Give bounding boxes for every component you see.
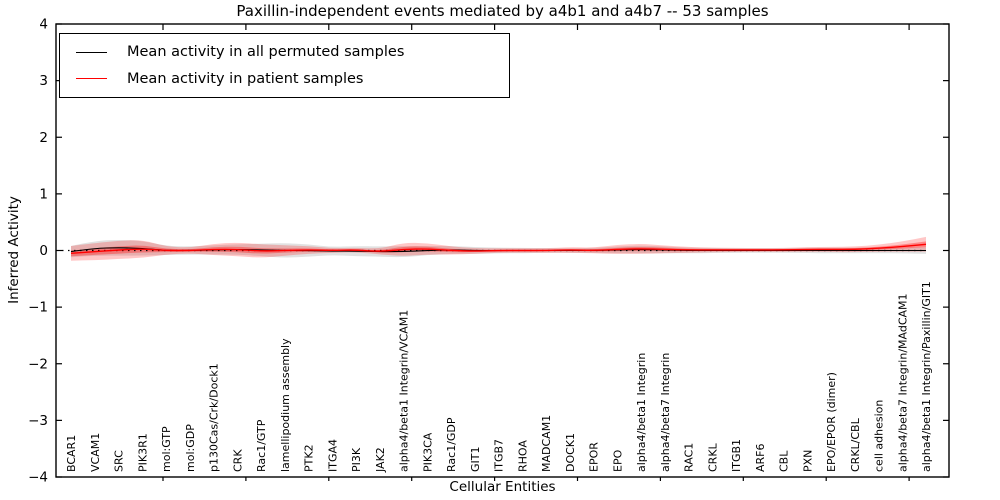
x-tick-label: CBL — [778, 450, 791, 472]
x-tick-label: ITGA4 — [326, 439, 339, 472]
y-tick-label: 1 — [39, 186, 48, 202]
x-tick-label: PTK2 — [303, 444, 316, 472]
x-tick-label: ITGB1 — [730, 439, 743, 472]
patient-std-band-inner — [71, 241, 926, 257]
x-tick-label: PXN — [801, 450, 814, 472]
y-tick-label: −1 — [28, 300, 48, 316]
x-tick-label: EPOR — [588, 442, 601, 472]
x-tick-label: alpha4/beta7 Integrin/MAdCAM1 — [896, 293, 909, 472]
y-tick-label: 3 — [39, 73, 48, 89]
y-tick-label: 0 — [39, 243, 48, 259]
x-tick-label: MADCAM1 — [540, 415, 553, 472]
chart-title: Paxillin-independent events mediated by … — [236, 2, 769, 20]
x-tick-label: PI3K — [350, 447, 363, 472]
x-tick-label: mol:GTP — [160, 426, 173, 472]
x-tick-label: RAC1 — [683, 443, 696, 472]
series-line-patient — [70, 243, 927, 254]
y-tick-label: −2 — [28, 356, 48, 372]
x-tick-label: p130Cas/Crk/Dock1 — [208, 363, 221, 472]
legend: Mean activity in all permuted samples Me… — [59, 33, 510, 98]
x-tick-label: ITGB7 — [493, 439, 506, 472]
permuted-std-band — [71, 240, 926, 258]
x-tick-label: BCAR1 — [65, 435, 78, 472]
x-tick-label: alpha4/beta1 Integrin/VCAM1 — [398, 310, 411, 472]
x-tick-label: CRKL — [706, 442, 719, 472]
x-tick-label: mol:GDP — [184, 424, 197, 472]
x-tick-label: alpha4/beta1 Integrin/Paxillin/GIT1 — [920, 281, 933, 472]
x-tick-label: lamellipodium assembly — [279, 338, 292, 472]
patient-std-band-outer — [71, 236, 926, 261]
x-tick-label: cell adhesion — [873, 400, 886, 472]
x-tick-label: SRC — [113, 450, 126, 472]
x-tick-label: Rac1/GTP — [255, 419, 268, 472]
legend-item-label: Mean activity in patient samples — [127, 70, 364, 87]
x-tick-label: PIK3CA — [421, 432, 434, 472]
x-tick-label: Rac1/GDP — [445, 417, 458, 472]
legend-line-permuted — [76, 51, 107, 53]
legend-line-patient — [76, 78, 107, 80]
legend-item: Mean activity in all permuted samples — [76, 44, 509, 60]
x-tick-label: JAK2 — [374, 447, 387, 473]
x-tick-label: alpha4/beta7 Integrin — [659, 353, 672, 472]
x-axis-title: Cellular Entities — [449, 479, 556, 495]
x-tick-label: EPO/EPOR (dimer) — [825, 372, 838, 472]
x-tick-label: PIK3R1 — [136, 433, 149, 472]
x-tick-label: alpha4/beta1 Integrin — [635, 353, 648, 472]
x-tick-label: EPO — [611, 449, 624, 472]
legend-item-label: Mean activity in all permuted samples — [127, 44, 405, 61]
x-tick-label: RHOA — [516, 440, 529, 472]
x-tick-label: CRKL/CBL — [849, 417, 862, 472]
x-tick-label: ARF6 — [754, 444, 767, 473]
x-tick-label: CRK — [231, 449, 244, 472]
x-tick-label: DOCK1 — [564, 433, 577, 472]
y-axis-title: Inferred Activity — [6, 196, 22, 304]
legend-item: Mean activity in patient samples — [76, 71, 509, 87]
x-tick-label: GIT1 — [469, 447, 482, 473]
y-tick-label: 4 — [39, 17, 48, 33]
y-tick-label: −3 — [28, 413, 48, 429]
x-tick-label: VCAM1 — [89, 433, 102, 472]
y-tick-label: −4 — [28, 470, 48, 486]
y-tick-label: 2 — [39, 130, 48, 146]
